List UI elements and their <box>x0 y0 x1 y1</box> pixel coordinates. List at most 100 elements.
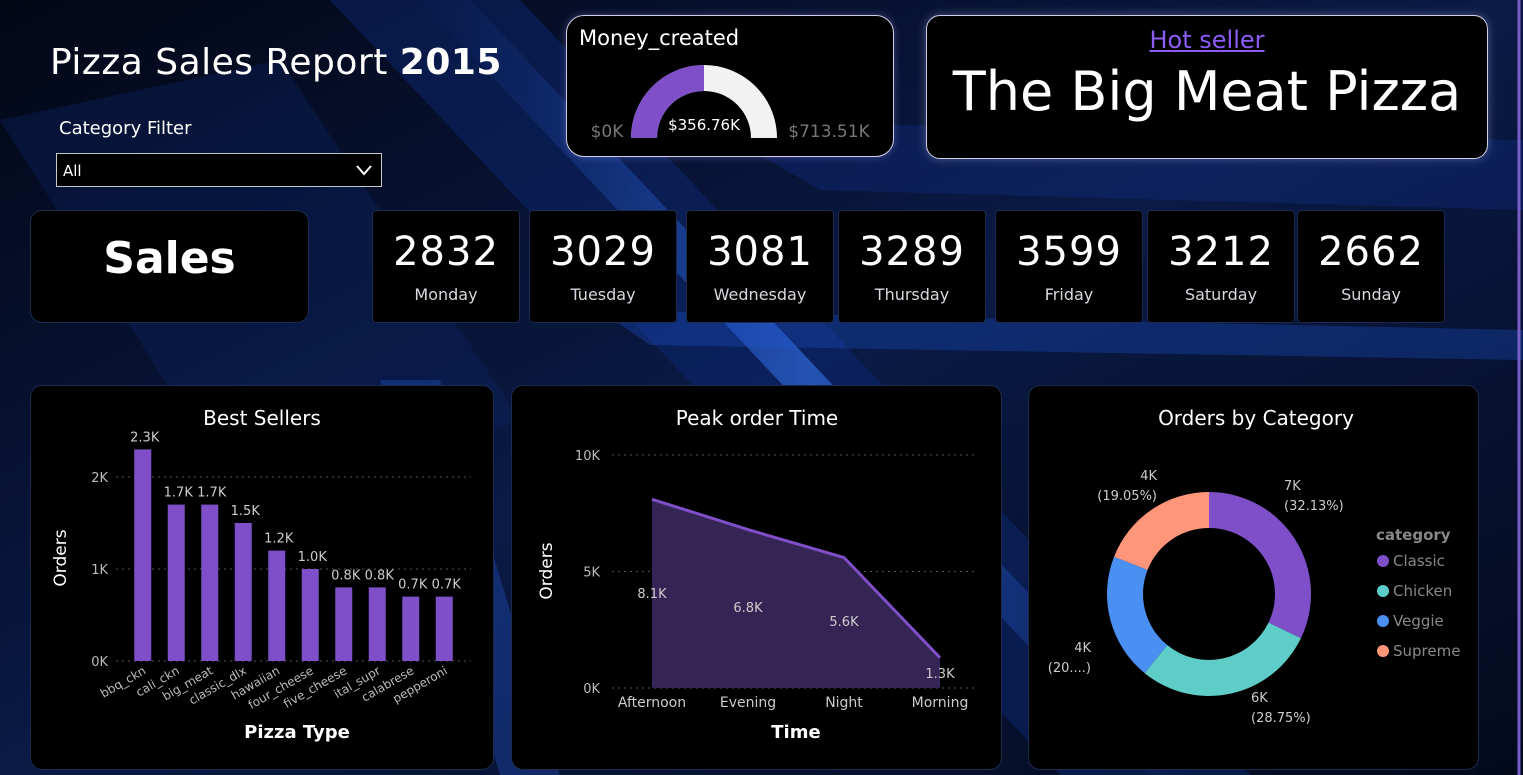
legend-marker <box>1377 585 1389 597</box>
orders-by-category-chart: Orders by Category category 7K (32.13%) Cl… <box>1048 406 1461 726</box>
day-sales-value: 2662 <box>1318 229 1424 275</box>
hot-seller-value: The Big Meat Pizza <box>952 60 1462 123</box>
category-filter-value: All <box>63 162 82 180</box>
x-axis-label: Time <box>771 722 820 743</box>
gauge-min-label: $0K <box>591 122 625 142</box>
bar <box>335 587 353 661</box>
legend-marker <box>1377 615 1389 627</box>
bar <box>402 596 420 661</box>
y-axis-label: Orders <box>51 529 71 586</box>
area-fill <box>652 499 940 688</box>
x-tick-label: Evening <box>720 695 776 711</box>
x-tick-label: Morning <box>912 695 969 711</box>
slice-value-label: 7K <box>1284 479 1301 494</box>
x-axis-label: Pizza Type <box>244 722 350 743</box>
bar <box>167 504 185 661</box>
day-card-friday: 3599 Friday <box>995 210 1143 323</box>
chevron-down-icon <box>356 165 372 176</box>
orders-by-category-panel: Orders by Category category 7K (32.13%) Cl… <box>1028 385 1479 770</box>
bar-data-label: 1.0K <box>298 550 328 565</box>
money-created-title: Money_created <box>579 26 740 50</box>
slice-value-label: 4K <box>1140 469 1157 484</box>
bar-data-label: 1.5K <box>231 504 261 519</box>
gauge-value-label: $356.76K <box>668 116 741 134</box>
bar <box>301 569 319 661</box>
legend-entry: Chicken <box>1393 582 1452 600</box>
slice-percent-label: (32.13%) <box>1284 499 1344 514</box>
category-filter-dropdown[interactable]: All <box>56 153 382 187</box>
legend-marker <box>1377 555 1389 567</box>
donut-slice <box>1114 492 1209 570</box>
gauge-max-label: $713.51K <box>788 122 870 142</box>
chart-title: Orders by Category <box>1158 406 1354 430</box>
donut-slice <box>1144 622 1301 696</box>
day-sales-value: 3599 <box>1016 229 1122 275</box>
day-card-tuesday: 3029 Tuesday <box>529 210 677 323</box>
day-card-wednesday: 3081 Wednesday <box>686 210 834 323</box>
donut-slice <box>1209 492 1311 639</box>
slice-value-label: 4K <box>1074 641 1091 656</box>
bar-data-label: 2.3K <box>130 430 160 445</box>
legend-title: category <box>1376 526 1451 544</box>
day-sales-value: 3029 <box>550 229 656 275</box>
bar-data-label: 1.7K <box>197 486 227 501</box>
y-tick-label: 0K <box>583 682 600 697</box>
slice-percent-label: (28.75%) <box>1251 711 1311 726</box>
hot-seller-label[interactable]: Hot seller <box>1149 26 1265 54</box>
x-tick-label: Night <box>825 695 863 711</box>
legend-marker <box>1377 645 1389 657</box>
area-data-label: 8.1K <box>637 587 667 602</box>
day-label: Wednesday <box>713 285 807 304</box>
bar <box>234 523 252 661</box>
bar <box>201 504 219 661</box>
page-title: Pizza Sales Report 2015 <box>50 42 502 83</box>
day-card-sunday: 2662 Sunday <box>1297 210 1445 323</box>
bar-data-label: 0.8K <box>365 568 395 583</box>
gauge-fill <box>631 65 705 139</box>
hot-seller-card: Hot seller The Big Meat Pizza <box>926 15 1488 159</box>
category-filter-label: Category Filter <box>59 118 192 139</box>
y-tick-label: 10K <box>575 449 601 464</box>
legend-entry: Supreme <box>1393 642 1460 660</box>
slice-value-label: 6K <box>1251 691 1268 706</box>
y-tick-label: 5K <box>583 566 600 581</box>
day-label: Sunday <box>1341 285 1401 304</box>
best-sellers-chart: Best Sellers Pizza Type Orders 0K 1K 2K 2.3… <box>51 406 471 743</box>
area-data-label: 6.8K <box>733 601 763 616</box>
bar <box>134 449 152 661</box>
day-label: Monday <box>414 285 478 304</box>
chart-title: Best Sellers <box>203 406 321 430</box>
slice-percent-label: (19.05%) <box>1097 489 1157 504</box>
day-label: Friday <box>1044 285 1094 304</box>
money-created-gauge: $356.76K $0K $713.51K <box>591 65 871 142</box>
day-label: Thursday <box>874 285 950 304</box>
day-label: Tuesday <box>570 285 636 304</box>
bar-data-label: 0.7K <box>398 578 428 593</box>
y-axis-label: Orders <box>537 542 557 599</box>
day-sales-value: 3081 <box>707 229 813 275</box>
legend-entry: Classic <box>1393 552 1445 570</box>
legend-entry: Veggie <box>1393 612 1444 630</box>
bar <box>435 596 453 661</box>
day-card-saturday: 3212 Saturday <box>1147 210 1295 323</box>
peak-order-time-chart: Peak order Time Time Orders 0K 5K 10K After… <box>537 406 977 743</box>
y-tick-label: 2K <box>91 471 108 486</box>
bar-data-label: 0.8K <box>331 568 361 583</box>
bar <box>268 550 286 661</box>
day-sales-value: 3212 <box>1168 229 1274 275</box>
sales-label: Sales <box>103 233 236 284</box>
series-line <box>651 497 942 659</box>
day-label: Saturday <box>1184 285 1258 304</box>
area-data-label: 5.6K <box>829 615 859 630</box>
bar-data-label: 0.7K <box>432 578 462 593</box>
slice-percent-label: (20....) <box>1048 661 1091 676</box>
area-data-label: 1.3K <box>925 667 955 682</box>
day-card-thursday: 3289 Thursday <box>838 210 986 323</box>
bar <box>368 587 386 661</box>
day-sales-value: 3289 <box>859 229 965 275</box>
sales-card: Sales <box>30 210 309 323</box>
donut-slice <box>1107 556 1168 674</box>
y-tick-label: 0K <box>91 655 108 670</box>
money-created-card: Money_created $356.76K $0K $713.51K <box>566 15 894 157</box>
peak-order-time-panel: Peak order Time Time Orders 0K 5K 10K After… <box>511 385 1002 770</box>
